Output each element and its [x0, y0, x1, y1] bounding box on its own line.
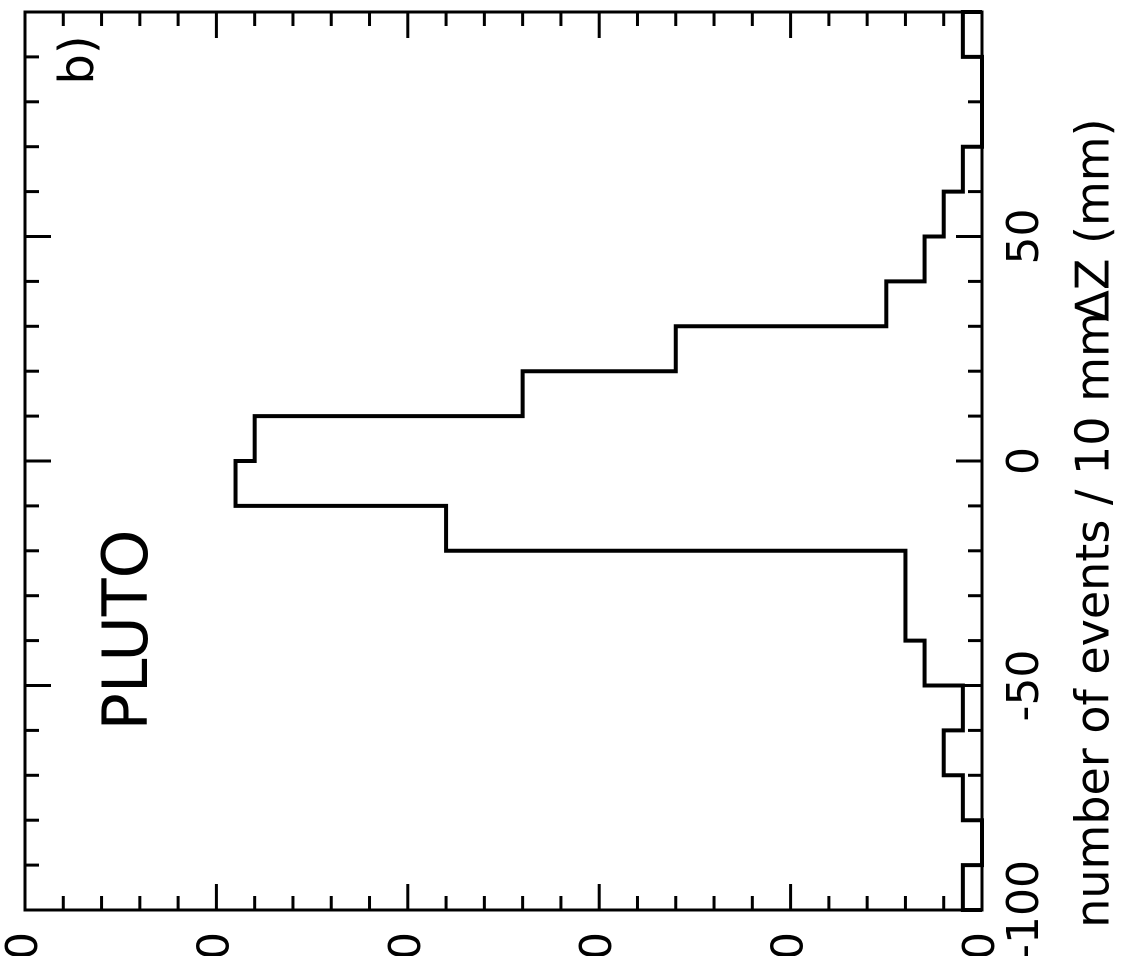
x-tick-label: 0: [998, 447, 1049, 475]
y-axis-title: number of events / 10 mm: [1066, 312, 1120, 928]
panel-label: b): [49, 35, 105, 84]
tick-labels: -100 -50 0 50 0 10 20 30 40 50: [0, 209, 1049, 956]
y-tick-label: 10: [763, 932, 814, 956]
y-tick-label: 40: [188, 932, 239, 956]
x-axis-title: ΔZ (mm): [1066, 118, 1120, 321]
axis-ticks: [23, 10, 984, 912]
y-tick-label: 0: [954, 932, 1005, 956]
histogram-step-line: [233, 10, 984, 912]
y-tick-label: 30: [380, 932, 431, 956]
plot-area: [23, 10, 984, 912]
experiment-label: PLUTO: [89, 530, 162, 731]
plot-frame: [23, 10, 984, 912]
x-tick-label: -50: [998, 650, 1049, 722]
y-tick-label: 20: [571, 932, 622, 956]
x-tick-label: 50: [998, 209, 1049, 265]
y-tick-label: 50: [0, 932, 48, 956]
x-tick-label: -100: [998, 860, 1049, 956]
